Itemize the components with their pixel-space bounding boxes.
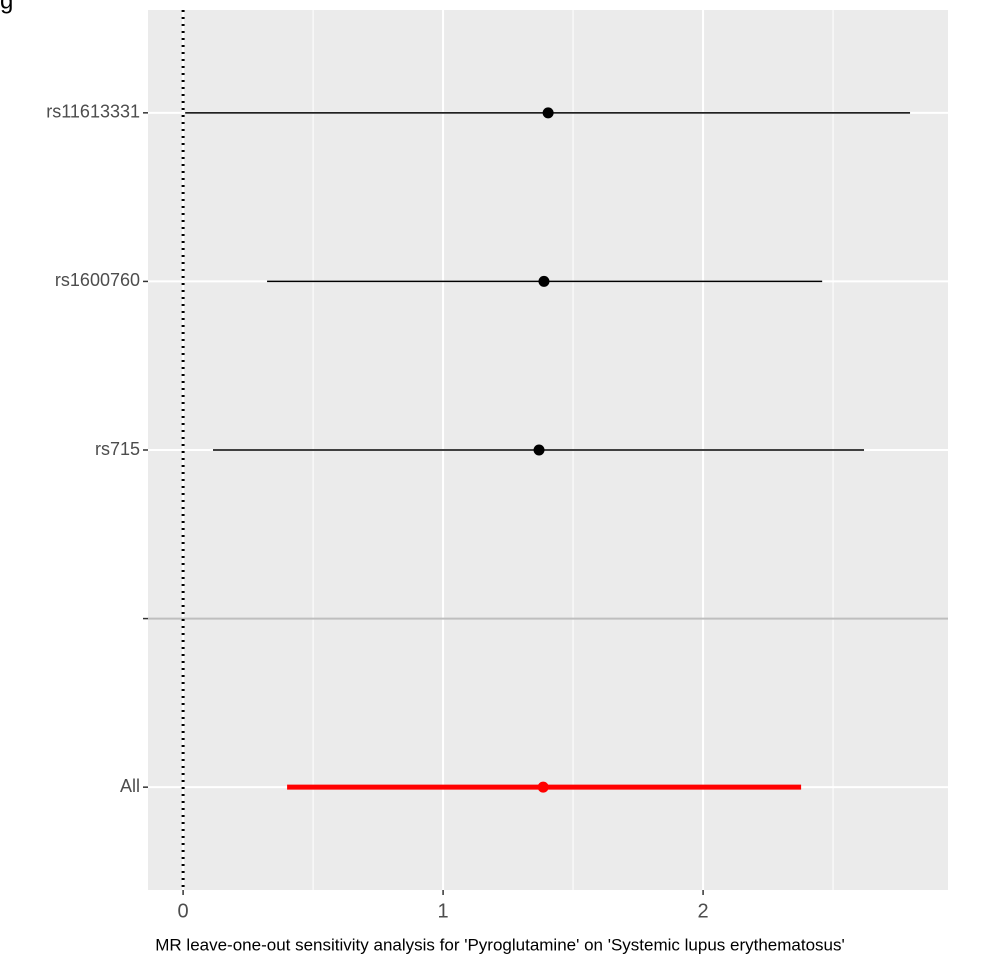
point: [542, 107, 554, 119]
x-axis-title: MR leave-one-out sensitivity analysis fo…: [155, 935, 845, 954]
x-tick-label: 1: [438, 900, 449, 922]
y-tick-label: rs11613331: [46, 102, 140, 122]
x-tick-label: 0: [178, 900, 189, 922]
x-tick-label: 2: [698, 900, 709, 922]
point: [537, 781, 549, 793]
y-tick-label: rs715: [95, 439, 140, 459]
point: [538, 275, 550, 287]
y-tick-label: rs1600760: [55, 270, 140, 290]
point: [533, 444, 545, 456]
y-tick-label: All: [120, 776, 140, 796]
corner-text: g: [0, 0, 13, 14]
